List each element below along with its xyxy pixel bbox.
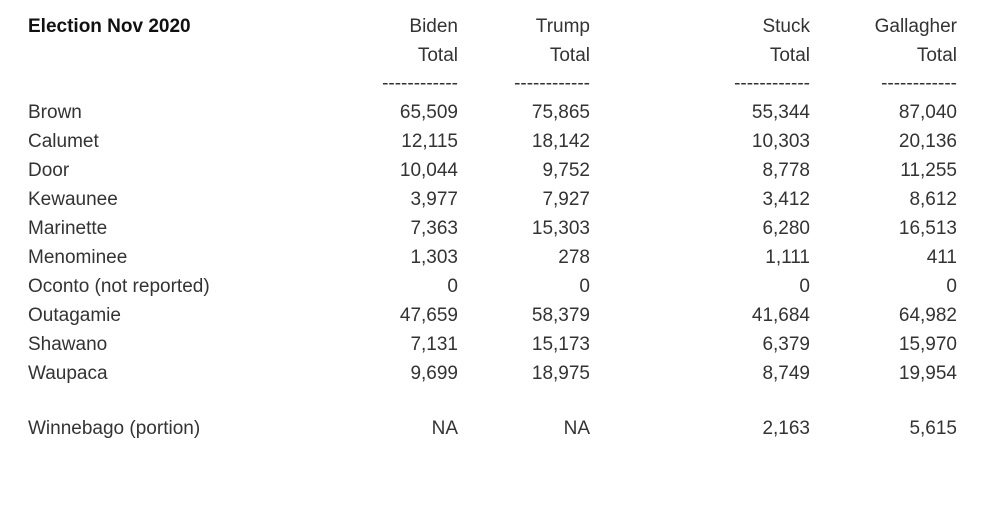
value-cell: 0 (447, 276, 458, 297)
column-header-stuck: Stuck (762, 16, 810, 37)
table-row: Kewaunee 3,977 7,927 3,412 8,612 (0, 185, 957, 214)
value-cell: 64,982 (898, 305, 957, 326)
header-empty-cell (0, 41, 332, 70)
value-cell: 0 (579, 276, 590, 297)
column-header-biden: Biden (409, 16, 458, 37)
spacer-row (0, 388, 957, 414)
column-header-trump: Trump (535, 16, 590, 37)
table-row: Oconto (not reported) 0 0 0 0 (0, 272, 957, 301)
value-cell: 18,975 (531, 363, 590, 384)
value-cell: 0 (946, 276, 957, 297)
column-subheader-gallagher: Total (916, 45, 957, 66)
value-cell: NA (431, 418, 458, 439)
value-cell: 7,363 (410, 218, 458, 239)
table-row: Door 10,044 9,752 8,778 11,255 (0, 156, 957, 185)
value-cell: 10,303 (751, 131, 810, 152)
table-spacer (0, 388, 957, 414)
value-cell: 20,136 (898, 131, 957, 152)
table-row: Marinette 7,363 15,303 6,280 16,513 (0, 214, 957, 243)
county-cell: Kewaunee (28, 189, 118, 210)
header-sub-row: Total Total Total Total (0, 41, 957, 70)
value-cell: 6,379 (762, 334, 810, 355)
value-cell: 58,379 (531, 305, 590, 326)
value-cell: 11,255 (900, 160, 957, 181)
spacer-cell (0, 388, 957, 414)
county-cell: Menominee (28, 247, 128, 268)
report-title: Election Nov 2020 (28, 16, 191, 37)
value-cell: 0 (799, 276, 810, 297)
separator-empty-cell (0, 70, 332, 98)
value-cell: 7,927 (542, 189, 590, 210)
value-cell: 8,612 (909, 189, 957, 210)
value-cell: 8,778 (762, 160, 810, 181)
value-cell: 2,163 (762, 418, 810, 439)
county-cell: Brown (28, 102, 82, 123)
column-header-gallagher: Gallagher (874, 16, 957, 37)
value-cell: 19,954 (898, 363, 957, 384)
value-cell: 411 (926, 247, 957, 268)
table-row: Menominee 1,303 278 1,111 411 (0, 243, 957, 272)
header-name-row: Election Nov 2020 Biden Trump Stuck Gall… (0, 12, 957, 41)
value-cell: 1,303 (410, 247, 458, 268)
county-cell: Door (28, 160, 70, 181)
value-cell: 10,044 (399, 160, 458, 181)
separator-dashes: ------------ (514, 73, 590, 94)
value-cell: 47,659 (399, 305, 458, 326)
value-cell: 87,040 (898, 102, 957, 123)
value-cell: 75,865 (531, 102, 590, 123)
results-table: Election Nov 2020 Biden Trump Stuck Gall… (0, 12, 957, 443)
table-footer-body: Winnebago (portion) NA NA 2,163 5,615 (0, 414, 957, 443)
value-cell: 65,509 (399, 102, 458, 123)
value-cell: NA (563, 418, 590, 439)
value-cell: 8,749 (762, 363, 810, 384)
value-cell: 1,111 (765, 247, 810, 268)
county-cell: Oconto (not reported) (28, 276, 210, 297)
table-row: Calumet 12,115 18,142 10,303 20,136 (0, 127, 957, 156)
table-row: Waupaca 9,699 18,975 8,749 19,954 (0, 359, 957, 388)
separator-dashes: ------------ (734, 73, 810, 94)
county-cell: Outagamie (28, 305, 121, 326)
separator-dashes: ------------ (382, 73, 458, 94)
county-cell: Calumet (28, 131, 99, 152)
county-cell: Waupaca (28, 363, 108, 384)
separator-dashes: ------------ (881, 73, 957, 94)
value-cell: 6,280 (762, 218, 810, 239)
value-cell: 55,344 (751, 102, 810, 123)
column-subheader-trump: Total (549, 45, 590, 66)
table-row: Brown 65,509 75,865 55,344 87,040 (0, 98, 957, 127)
table-body: Brown 65,509 75,865 55,344 87,040 Calume… (0, 98, 957, 388)
value-cell: 9,699 (410, 363, 458, 384)
table-row: Shawano 7,131 15,173 6,379 15,970 (0, 330, 957, 359)
value-cell: 9,752 (542, 160, 590, 181)
value-cell: 16,513 (898, 218, 957, 239)
value-cell: 3,977 (410, 189, 458, 210)
header-separator-row: ------------ ------------ ------------ -… (0, 70, 957, 98)
value-cell: 7,131 (410, 334, 458, 355)
value-cell: 3,412 (762, 189, 810, 210)
table-row: Outagamie 47,659 58,379 41,684 64,982 (0, 301, 957, 330)
county-cell: Winnebago (portion) (28, 418, 201, 439)
value-cell: 15,173 (531, 334, 590, 355)
value-cell: 18,142 (531, 131, 590, 152)
value-cell: 12,115 (401, 131, 458, 152)
value-cell: 278 (558, 247, 590, 268)
value-cell: 41,684 (751, 305, 810, 326)
value-cell: 15,970 (898, 334, 957, 355)
column-subheader-biden: Total (417, 45, 458, 66)
table-row: Winnebago (portion) NA NA 2,163 5,615 (0, 414, 957, 443)
column-subheader-stuck: Total (769, 45, 810, 66)
table-header: Election Nov 2020 Biden Trump Stuck Gall… (0, 12, 957, 98)
county-cell: Shawano (28, 334, 108, 355)
value-cell: 5,615 (909, 418, 957, 439)
county-cell: Marinette (28, 218, 108, 239)
value-cell: 15,303 (531, 218, 590, 239)
